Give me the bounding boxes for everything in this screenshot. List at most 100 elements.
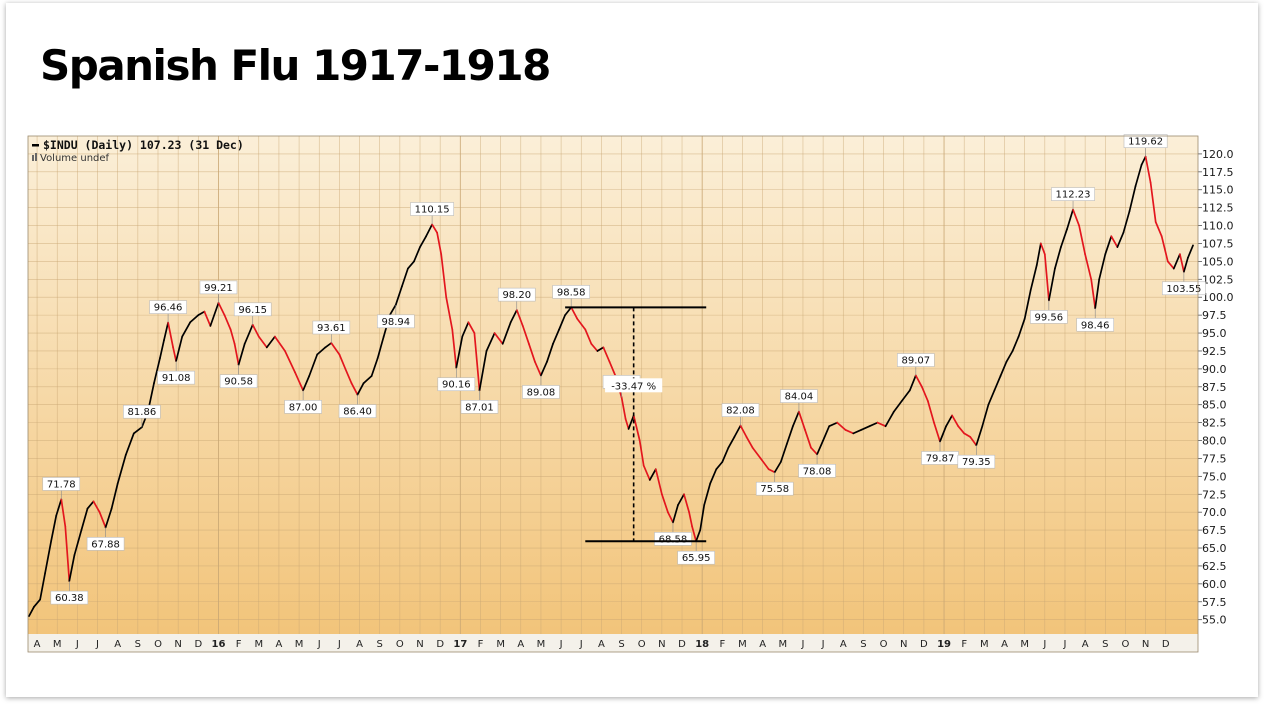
price-segment <box>921 385 929 402</box>
price-segment <box>957 425 966 435</box>
value-marker: 79.35 <box>957 445 996 469</box>
price-segment <box>1144 155 1152 184</box>
x-tick-label: 19 <box>937 639 951 650</box>
price-segment <box>33 598 41 608</box>
price-segment <box>868 421 879 428</box>
marker-label: 67.88 <box>91 539 120 550</box>
y-tick-label: 77.5 <box>1202 452 1227 465</box>
value-marker: 98.46 <box>1076 308 1115 332</box>
marker-box <box>957 454 996 469</box>
price-segment <box>715 461 724 471</box>
price-segment <box>1179 253 1185 273</box>
price-segment <box>98 511 107 529</box>
marker-label: 81.86 <box>128 407 157 418</box>
value-marker: 87.01 <box>460 390 499 414</box>
value-marker: 84.04 <box>780 389 818 412</box>
plot-border <box>27 135 1199 653</box>
price-segment <box>440 253 448 299</box>
price-segment <box>745 436 754 449</box>
price-segment <box>445 296 454 331</box>
price-segment <box>330 342 341 356</box>
marker-label: 98.20 <box>502 290 531 301</box>
price-segment <box>461 321 470 338</box>
marker-label: 89.07 <box>902 356 931 367</box>
price-segment <box>1172 253 1181 270</box>
x-tick-label: M <box>738 639 747 650</box>
marker-label: 71.78 <box>47 479 76 490</box>
price-segment <box>798 410 806 431</box>
price-segment <box>316 346 327 356</box>
price-segment <box>294 371 304 392</box>
y-tick-label: 70.0 <box>1202 506 1227 519</box>
marker-box <box>123 404 161 419</box>
marker-box <box>1123 134 1168 148</box>
price-segment <box>703 482 712 506</box>
price-segment <box>28 605 35 617</box>
x-axis: A M J J A S O N D 16 F M A M J J A S O N D 17 F M A M J J A S O N D 18 F M A… <box>34 639 1170 650</box>
price-segment <box>963 432 972 438</box>
price-segment <box>987 389 996 406</box>
price-segment <box>243 323 254 345</box>
price-segment <box>189 314 200 324</box>
price-segment <box>590 342 599 352</box>
price-segment <box>509 309 518 324</box>
price-segment <box>308 353 319 377</box>
price-segment <box>1023 289 1032 320</box>
marker-label: 103.55 <box>1166 284 1201 295</box>
price-segment <box>436 231 443 256</box>
price-segment <box>767 468 776 474</box>
price-segment <box>1090 278 1097 310</box>
x-tick-label: J <box>1042 639 1046 650</box>
price-segment <box>68 554 76 582</box>
price-segment <box>892 400 903 413</box>
x-tick-label: J <box>579 639 583 650</box>
price-segment <box>159 339 165 359</box>
price-segment <box>632 414 641 442</box>
price-segment <box>175 335 184 362</box>
x-tick-label: D <box>678 639 686 650</box>
marker-box <box>219 374 258 389</box>
marker-label: 87.01 <box>465 402 494 413</box>
price-segment <box>203 310 212 327</box>
price-segment <box>376 335 385 359</box>
price-segment <box>677 493 685 506</box>
price-segment <box>810 446 818 456</box>
marker-box <box>410 202 455 216</box>
y-tick-label: 55.0 <box>1202 614 1227 627</box>
y-tick-label: 60.0 <box>1202 578 1227 591</box>
price-segment <box>1035 242 1042 266</box>
marker-box <box>1030 310 1068 324</box>
value-marker: 75.58 <box>755 472 794 496</box>
price-segment <box>691 525 697 543</box>
value-marker: 89.08 <box>522 375 560 399</box>
marker-box <box>798 463 836 478</box>
x-tick-label: A <box>1082 639 1089 650</box>
price-segment <box>596 346 605 352</box>
price-segment <box>584 328 593 345</box>
marker-label: 90.58 <box>224 377 253 388</box>
price-segment <box>1054 246 1062 270</box>
price-segment <box>50 514 58 542</box>
marker-label: 86.40 <box>343 407 372 418</box>
value-marker: 99.21 <box>199 280 238 303</box>
x-tick-label: J <box>559 639 563 650</box>
price-segment <box>356 382 365 396</box>
x-tick-label: N <box>900 639 907 650</box>
x-tick-label: M <box>980 639 989 650</box>
marker-box <box>312 320 351 335</box>
price-segment <box>638 439 645 467</box>
price-segment <box>1160 235 1169 263</box>
value-marker: 67.88 <box>86 527 125 551</box>
price-segment <box>324 342 333 349</box>
marker-label: 99.56 <box>1035 312 1064 323</box>
x-tick-label: M <box>53 639 62 650</box>
y-tick-label: 87.5 <box>1202 381 1227 394</box>
x-tick-label: D <box>1162 639 1170 650</box>
price-segment <box>727 436 736 449</box>
marker-box <box>284 400 322 414</box>
price-segment <box>493 332 504 345</box>
marker-label: 79.35 <box>962 457 991 468</box>
price-segment <box>92 500 101 514</box>
x-tick-label: O <box>154 639 162 650</box>
